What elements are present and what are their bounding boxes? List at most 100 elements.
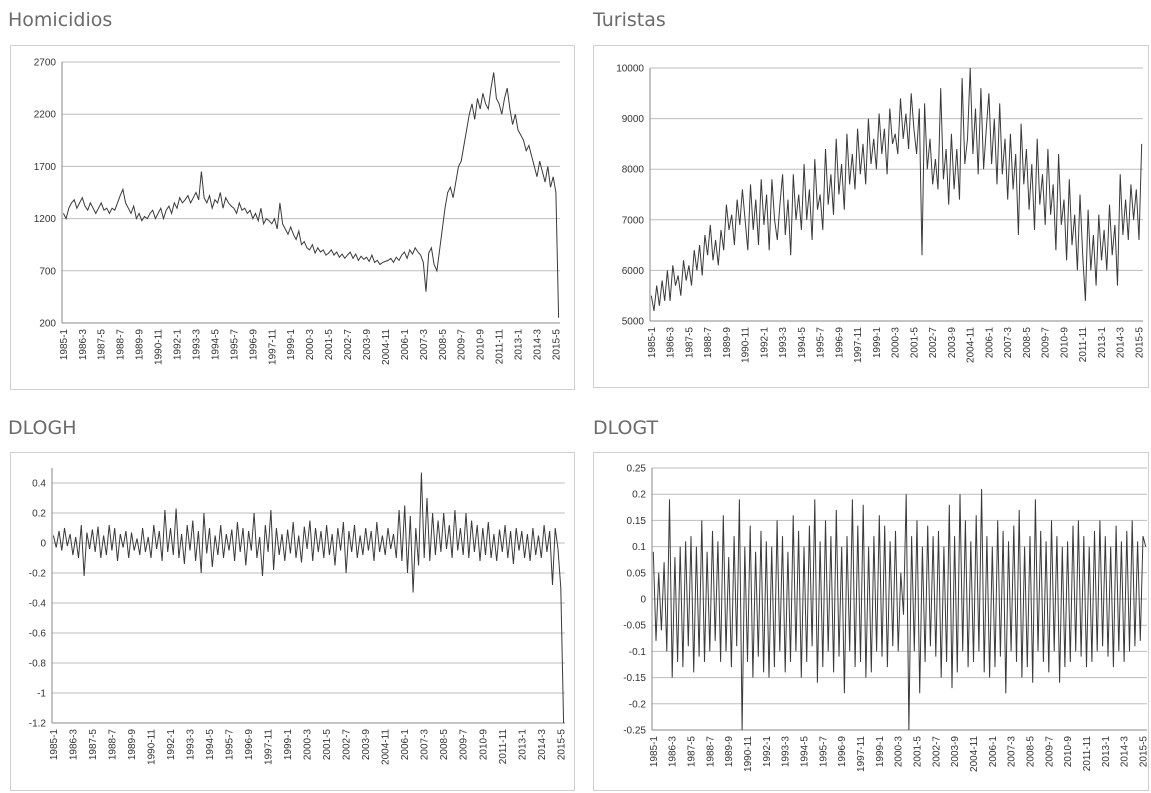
x-tick-label: 2004-11 xyxy=(966,327,977,363)
data-line xyxy=(652,488,1147,731)
x-tick-label: 1987-5 xyxy=(687,736,698,768)
y-tick-label: 200 xyxy=(39,319,56,330)
x-tick-label: 2013-1 xyxy=(517,729,528,761)
y-tick-label: 1200 xyxy=(34,214,57,225)
chart-title: Turistas xyxy=(592,9,666,31)
x-tick-label: 1994-5 xyxy=(797,327,808,359)
x-tick-label: 1987-5 xyxy=(88,729,99,761)
x-tick-label: 2014-3 xyxy=(1120,736,1131,768)
x-tick-label: 1994-5 xyxy=(210,329,221,361)
y-tick-label: 6000 xyxy=(622,266,645,277)
x-tick-label: 2009-7 xyxy=(1044,736,1055,768)
x-tick-label: 1989-9 xyxy=(722,327,733,359)
x-tick-label: 1990-11 xyxy=(146,729,157,765)
x-tick-label: 1996-9 xyxy=(834,327,845,359)
y-tick-label: 0 xyxy=(640,595,646,606)
x-tick-label: 1985-1 xyxy=(49,729,60,761)
x-tick-label: 2006-1 xyxy=(988,736,999,768)
x-tick-label: 1985-1 xyxy=(649,736,660,768)
chart-frame xyxy=(10,452,575,791)
x-tick-label: 1992-1 xyxy=(173,329,184,361)
chart-frame xyxy=(10,45,575,390)
x-tick-label: 2011-11 xyxy=(495,329,506,365)
x-tick-label: 2008-5 xyxy=(438,329,449,361)
x-tick-label: 2008-5 xyxy=(1025,736,1036,768)
x-tick-label: 1999-1 xyxy=(286,329,297,361)
x-tick-label: 2000-3 xyxy=(303,729,314,761)
x-tick-label: 2013-1 xyxy=(1097,327,1108,359)
x-tick-label: 2006-1 xyxy=(400,329,411,361)
x-tick-label: 1993-3 xyxy=(778,327,789,359)
x-tick-label: 2003-9 xyxy=(361,729,372,761)
x-tick-label: 2003-9 xyxy=(950,736,961,768)
y-tick-label: 5000 xyxy=(622,317,645,328)
data-line xyxy=(650,67,1143,311)
y-tick-label: -0.2 xyxy=(629,699,647,710)
x-tick-label: 2013-1 xyxy=(1101,736,1112,768)
x-tick-label: 2010-9 xyxy=(1059,327,1070,359)
chart-title: DLOGH xyxy=(8,417,77,439)
x-tick-label: 2015-5 xyxy=(556,729,567,761)
x-tick-label: 1989-9 xyxy=(135,329,146,361)
x-tick-label: 1996-9 xyxy=(244,729,255,761)
x-tick-label: 2010-9 xyxy=(476,329,487,361)
x-tick-label: 2007-3 xyxy=(420,729,431,761)
x-tick-label: 2015-5 xyxy=(1134,327,1145,359)
y-tick-label: 7000 xyxy=(622,215,645,226)
y-tick-label: 0.15 xyxy=(627,516,647,527)
x-tick-label: 1988-7 xyxy=(703,327,714,359)
y-tick-label: 0.2 xyxy=(32,509,46,520)
chart-title: Homicidios xyxy=(8,9,112,31)
data-line xyxy=(62,72,560,318)
x-tick-label: 2002-7 xyxy=(342,729,353,761)
x-tick-label: 1996-9 xyxy=(837,736,848,768)
x-tick-label: 1986-3 xyxy=(666,327,677,359)
x-tick-label: 1993-3 xyxy=(781,736,792,768)
y-tick-label: 0.05 xyxy=(627,568,647,579)
x-tick-label: 1997-11 xyxy=(264,729,275,765)
x-tick-label: 2003-9 xyxy=(362,329,373,361)
x-tick-label: 2004-11 xyxy=(969,736,980,772)
x-tick-label: 1993-3 xyxy=(186,729,197,761)
x-tick-label: 2008-5 xyxy=(439,729,450,761)
x-tick-label: 2000-3 xyxy=(894,736,905,768)
x-tick-label: 2009-7 xyxy=(457,329,468,361)
x-tick-label: 1988-7 xyxy=(116,329,127,361)
x-tick-label: 2000-3 xyxy=(891,327,902,359)
chart-title: DLOGT xyxy=(593,417,659,439)
y-tick-label: 0.25 xyxy=(627,464,647,475)
x-tick-label: 2007-3 xyxy=(1003,327,1014,359)
x-tick-label: 1999-1 xyxy=(875,736,886,768)
x-tick-label: 1997-11 xyxy=(856,736,867,772)
x-tick-label: 2002-7 xyxy=(931,736,942,768)
x-tick-label: 1986-3 xyxy=(668,736,679,768)
x-tick-label: 2015-5 xyxy=(1138,736,1149,768)
y-tick-label: -0.15 xyxy=(623,673,646,684)
x-tick-label: 2014-3 xyxy=(537,729,548,761)
x-tick-label: 2009-7 xyxy=(1041,327,1052,359)
x-tick-label: 1992-1 xyxy=(759,327,770,359)
x-tick-label: 2015-5 xyxy=(551,329,562,361)
x-tick-label: 2001-5 xyxy=(909,327,920,359)
x-tick-label: 1992-1 xyxy=(166,729,177,761)
x-tick-label: 1995-7 xyxy=(225,729,236,761)
x-tick-label: 1985-1 xyxy=(59,329,70,361)
x-tick-label: 1986-3 xyxy=(68,729,79,761)
x-tick-label: 1989-9 xyxy=(724,736,735,768)
y-tick-label: -0.1 xyxy=(629,647,647,658)
x-tick-label: 2002-7 xyxy=(928,327,939,359)
x-tick-label: 1995-7 xyxy=(229,329,240,361)
x-tick-label: 1988-7 xyxy=(705,736,716,768)
x-tick-label: 1990-11 xyxy=(743,736,754,772)
x-tick-label: 2014-3 xyxy=(1116,327,1127,359)
x-tick-label: 2011-11 xyxy=(1082,736,1093,772)
y-tick-label: 0.2 xyxy=(632,490,646,501)
x-tick-label: 2011-11 xyxy=(1078,327,1089,363)
x-tick-label: 2003-9 xyxy=(947,327,958,359)
x-tick-label: 2004-11 xyxy=(381,329,392,365)
x-tick-label: 1989-9 xyxy=(127,729,138,761)
x-tick-label: 1996-9 xyxy=(248,329,259,361)
y-tick-label: -0.25 xyxy=(623,726,646,737)
x-tick-label: 2010-9 xyxy=(1063,736,1074,768)
